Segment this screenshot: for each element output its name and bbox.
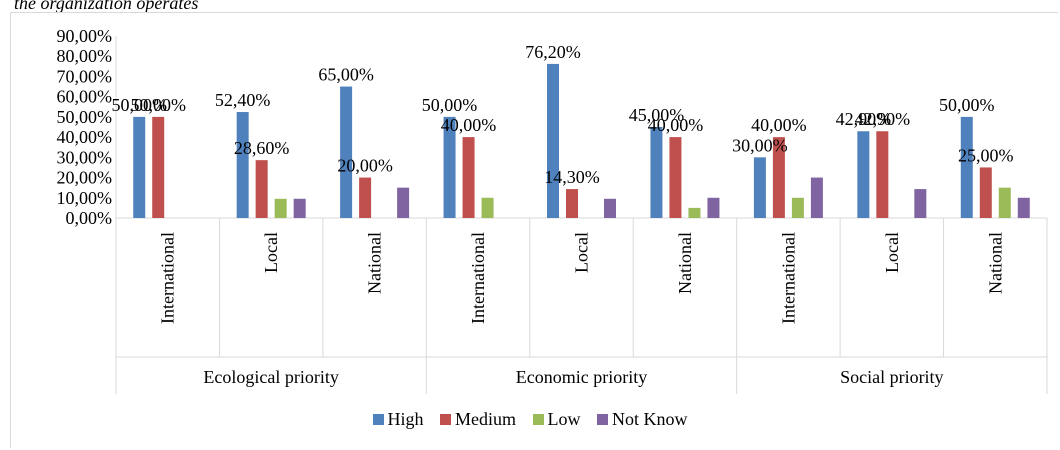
bar-not-know: [397, 188, 409, 218]
bar-high: [857, 131, 869, 218]
legend: High Medium Low Not Know: [0, 409, 1060, 430]
data-label-high: 50,00%: [939, 95, 995, 115]
data-label-medium: 28,60%: [234, 138, 290, 158]
category-label: National: [365, 232, 385, 294]
data-label-medium: 50,00%: [130, 95, 186, 115]
legend-item-not-know: Not Know: [597, 409, 688, 430]
bar-low: [999, 188, 1011, 218]
y-tick-label: 30,00%: [57, 147, 113, 167]
data-label-high: 50,00%: [422, 95, 478, 115]
bar-medium: [463, 137, 475, 218]
bar-high: [754, 157, 766, 218]
legend-label-low: Low: [548, 409, 581, 429]
bar-medium: [876, 131, 888, 218]
y-tick-label: 50,00%: [57, 107, 113, 127]
bar-low: [792, 198, 804, 218]
bar-medium: [152, 117, 164, 218]
bar-not-know: [811, 178, 823, 218]
data-label-medium: 20,00%: [337, 156, 393, 176]
bar-high: [650, 127, 662, 218]
group-label: Social priority: [840, 367, 943, 387]
category-label: International: [158, 232, 178, 324]
y-tick-label: 90,00%: [57, 26, 113, 46]
data-label-medium: 25,00%: [958, 145, 1014, 165]
category-label: International: [778, 232, 798, 324]
bar-not-know: [294, 199, 306, 218]
legend-item-high: High: [373, 409, 424, 430]
legend-swatch-medium: [440, 414, 451, 425]
y-tick-label: 20,00%: [57, 168, 113, 188]
bar-high: [237, 112, 249, 218]
data-label-medium: 40,00%: [751, 115, 807, 135]
bar-high: [961, 117, 973, 218]
legend-swatch-high: [373, 414, 384, 425]
data-label-high: 65,00%: [318, 65, 374, 85]
bar-high: [340, 87, 352, 218]
category-label: Local: [882, 232, 902, 273]
legend-swatch-not-know: [597, 414, 608, 425]
bar-high: [133, 117, 145, 218]
bar-medium: [669, 137, 681, 218]
bar-medium: [566, 189, 578, 218]
category-label: Local: [261, 232, 281, 273]
data-label-high: 76,20%: [525, 42, 581, 62]
data-label-medium: 14,30%: [544, 167, 600, 187]
legend-item-low: Low: [533, 409, 581, 430]
legend-label-high: High: [388, 409, 424, 429]
bar-medium: [256, 160, 268, 218]
y-tick-label: 60,00%: [57, 87, 113, 107]
y-tick-label: 0,00%: [66, 208, 113, 228]
bar-high: [547, 64, 559, 218]
category-label: International: [468, 232, 488, 324]
bar-not-know: [604, 199, 616, 218]
category-label: National: [985, 232, 1005, 294]
category-label: National: [675, 232, 695, 294]
data-label-high: 52,40%: [215, 90, 271, 110]
data-label-high: 30,00%: [732, 135, 788, 155]
data-label-medium: 40,00%: [648, 115, 704, 135]
y-tick-label: 40,00%: [57, 127, 113, 147]
legend-item-medium: Medium: [440, 409, 516, 430]
y-tick-label: 70,00%: [57, 66, 113, 86]
legend-label-medium: Medium: [455, 409, 516, 429]
bar-low: [688, 208, 700, 218]
bar-not-know: [1018, 198, 1030, 218]
data-label-medium: 42,90%: [855, 109, 911, 129]
bar-medium: [980, 167, 992, 218]
category-label: Local: [572, 232, 592, 273]
bar-not-know: [707, 198, 719, 218]
bar-chart: 0,00%10,00%20,00%30,00%40,00%50,00%60,00…: [0, 0, 1060, 400]
y-tick-label: 10,00%: [57, 188, 113, 208]
bar-not-know: [914, 189, 926, 218]
bar-medium: [359, 178, 371, 218]
y-tick-label: 80,00%: [57, 46, 113, 66]
bar-low: [275, 199, 287, 218]
legend-label-not-know: Not Know: [612, 409, 688, 429]
legend-swatch-low: [533, 414, 544, 425]
bar-low: [482, 198, 494, 218]
data-label-medium: 40,00%: [441, 115, 497, 135]
group-label: Economic priority: [516, 367, 647, 387]
group-label: Ecological priority: [203, 367, 338, 387]
